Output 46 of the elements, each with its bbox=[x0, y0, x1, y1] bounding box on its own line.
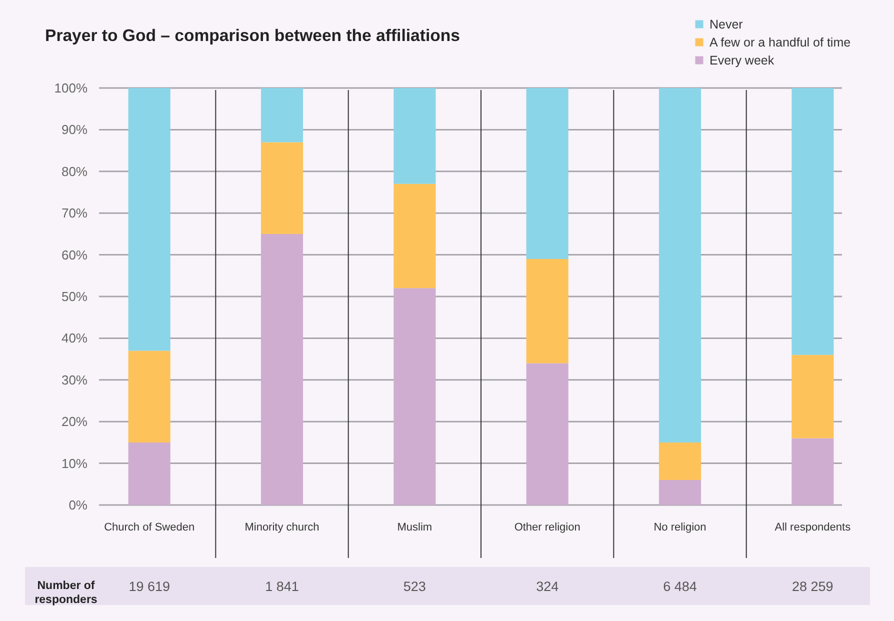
y-tick-label: 100% bbox=[54, 80, 88, 96]
bar bbox=[128, 442, 170, 505]
bar bbox=[394, 88, 436, 184]
chart-title: Prayer to God – comparison between the affiliations bbox=[45, 26, 460, 46]
x-tick-label: All respondents bbox=[774, 522, 852, 534]
y-tick-label: 50% bbox=[61, 289, 88, 304]
y-tick-label: 40% bbox=[61, 330, 88, 346]
x-tick-label: Church of Sweden bbox=[104, 522, 195, 534]
y-tick-label: 30% bbox=[61, 372, 88, 388]
bar bbox=[394, 184, 436, 288]
bar bbox=[658, 480, 702, 505]
bar bbox=[792, 438, 834, 505]
bar bbox=[260, 234, 304, 505]
text: 1 841 bbox=[265, 579, 299, 594]
x-tick-label: Muslim bbox=[397, 522, 432, 534]
bar bbox=[260, 142, 304, 234]
y-tick-label: 10% bbox=[61, 456, 88, 471]
bar bbox=[128, 88, 170, 351]
bar bbox=[792, 88, 834, 355]
legend-label: Never bbox=[710, 17, 743, 32]
text: 324 bbox=[536, 579, 560, 594]
y-tick-label: 80% bbox=[61, 164, 88, 179]
x-tick-label: Minority church bbox=[244, 522, 320, 534]
bar bbox=[128, 350, 170, 442]
y-tick-label: 0% bbox=[68, 498, 88, 512]
bar bbox=[658, 442, 702, 480]
legend-label: A few or a handful of time bbox=[710, 35, 851, 50]
x-tick-label: No religion bbox=[654, 522, 706, 534]
legend-label: Every week bbox=[710, 53, 775, 68]
bar bbox=[526, 258, 568, 364]
y-tick-label: 20% bbox=[61, 414, 88, 430]
text: 28 259 bbox=[792, 579, 834, 594]
y-tick-label: 60% bbox=[61, 247, 88, 262]
text: 523 bbox=[403, 579, 426, 594]
bar bbox=[658, 88, 702, 442]
x-tick-label: Other religion bbox=[514, 522, 580, 534]
bar bbox=[526, 363, 568, 505]
y-tick-label: 70% bbox=[61, 206, 88, 221]
text: Number of responders bbox=[34, 580, 98, 606]
y-tick-label: 90% bbox=[61, 122, 88, 138]
text: 6 484 bbox=[663, 579, 698, 594]
bar bbox=[526, 88, 568, 259]
bar bbox=[792, 354, 834, 438]
bar bbox=[260, 88, 304, 142]
bar bbox=[394, 288, 436, 505]
text: 19 619 bbox=[128, 579, 170, 594]
